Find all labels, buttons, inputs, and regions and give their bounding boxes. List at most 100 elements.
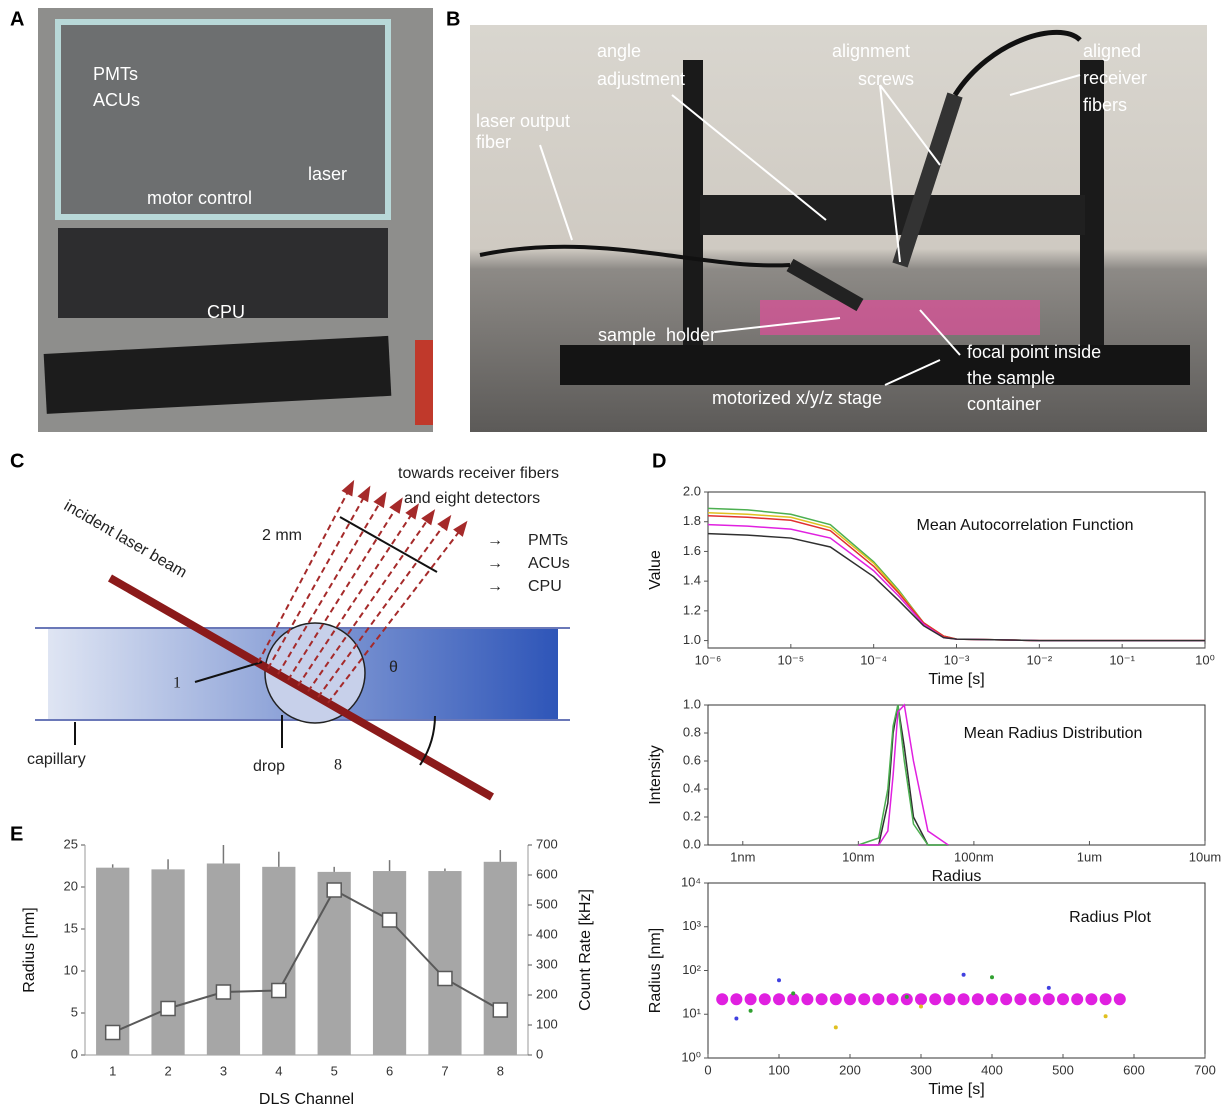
point [801, 993, 813, 1005]
diagram-text: capillary [27, 751, 86, 768]
photo-label: CPU [207, 302, 245, 322]
x-tick-label: 4 [275, 1063, 282, 1078]
bar [151, 869, 184, 1055]
y2-tick-label: 0 [536, 1046, 543, 1061]
arrow-symbol: → [487, 555, 503, 572]
photo-label: angle [597, 41, 641, 61]
x-tick-label: 200 [839, 1062, 861, 1077]
panel-label: E [10, 823, 23, 845]
line [708, 525, 1205, 641]
y-tick-label: 20 [64, 878, 78, 893]
x-tick-label: 400 [981, 1062, 1003, 1077]
point [759, 993, 771, 1005]
y-tick-label: 10 [64, 962, 78, 977]
y-tick-label: 0.4 [683, 780, 701, 795]
photo-label: motor control [147, 188, 252, 208]
diagram-text: CPU [528, 578, 562, 595]
point [905, 995, 909, 999]
marker [493, 1003, 507, 1017]
photo-label: sample holder [598, 325, 716, 345]
point [777, 978, 781, 982]
point [1100, 993, 1112, 1005]
point [1014, 993, 1026, 1005]
arrow-head [437, 515, 451, 531]
plot-frame [708, 492, 1205, 648]
photo-b: angle adjustment alignment screws aligne… [470, 25, 1207, 432]
y-tick-label: 10³ [682, 918, 701, 933]
bar [318, 872, 351, 1055]
x-tick-label: 5 [331, 1063, 338, 1078]
x-tick-label: 10⁻⁴ [860, 652, 887, 667]
point [834, 1025, 838, 1029]
point [734, 1016, 738, 1020]
sample-container [760, 300, 1040, 335]
x-tick-label: 600 [1123, 1062, 1145, 1077]
y-tick-label: 2.0 [683, 483, 701, 498]
point [1029, 993, 1041, 1005]
panel-label: C [10, 450, 24, 472]
point [872, 993, 884, 1005]
x-tick-label: 3 [220, 1063, 227, 1078]
diagram-c: towards receiver fibers and eight detect… [27, 465, 570, 797]
diagram-text: 2 mm [262, 527, 302, 544]
photo-label: focal point inside [967, 342, 1101, 362]
diagram-text: 1 [173, 675, 181, 692]
point [830, 993, 842, 1005]
x-tick-label: 10⁻¹ [1109, 652, 1135, 667]
point [791, 991, 795, 995]
arrow-head [421, 509, 435, 525]
point [1114, 993, 1126, 1005]
x-axis-label: Time [s] [928, 1081, 984, 1098]
photo-label: fibers [1083, 95, 1127, 115]
point [730, 993, 742, 1005]
marker [161, 1002, 175, 1016]
bar [373, 871, 406, 1055]
y-tick-label: 1.6 [683, 543, 701, 558]
line [858, 705, 948, 845]
arrow-head [357, 486, 370, 503]
x-tick-label: 1 [109, 1063, 116, 1078]
panel-label: B [446, 8, 460, 30]
y-tick-label: 0.0 [683, 836, 701, 851]
point [1071, 993, 1083, 1005]
point [749, 1009, 753, 1013]
point [962, 973, 966, 977]
arrow-head [373, 492, 386, 509]
y-tick-label: 0 [71, 1046, 78, 1061]
diagram-text: incident laser beam [61, 497, 190, 581]
point [745, 993, 757, 1005]
point [1043, 993, 1055, 1005]
bar [484, 862, 517, 1055]
arrow-symbol: → [487, 578, 503, 595]
x-tick-label: 10⁰ [1195, 652, 1215, 667]
line [858, 705, 948, 845]
point [816, 993, 828, 1005]
y2-tick-label: 500 [536, 896, 558, 911]
photo-label: PMTs [93, 64, 138, 84]
x-tick-label: 10⁻² [1027, 652, 1053, 667]
photo-label: receiver [1083, 68, 1147, 88]
y2-tick-label: 200 [536, 986, 558, 1001]
x-tick-label: 300 [910, 1062, 932, 1077]
photo-label: alignment [832, 41, 910, 61]
bar [207, 863, 240, 1055]
diagram-text: towards receiver fibers [398, 465, 559, 482]
x-tick-label: 10⁻⁵ [777, 652, 804, 667]
photo-label: ACUs [93, 90, 140, 110]
photo-label: laser output [476, 111, 570, 131]
x-tick-label: 8 [497, 1063, 504, 1078]
x-axis-label: DLS Channel [259, 1091, 354, 1108]
x-tick-label: 10um [1189, 849, 1222, 864]
point [929, 993, 941, 1005]
point [990, 975, 994, 979]
x-tick-label: 500 [1052, 1062, 1074, 1077]
y-tick-label: 1.0 [683, 696, 701, 711]
y-axis-label: Intensity [647, 745, 664, 805]
point [915, 993, 927, 1005]
point [773, 993, 785, 1005]
bar [262, 867, 295, 1055]
y-tick-label: 5 [71, 1004, 78, 1019]
y2-tick-label: 300 [536, 956, 558, 971]
y-tick-label: 0.6 [683, 752, 701, 767]
point [716, 993, 728, 1005]
